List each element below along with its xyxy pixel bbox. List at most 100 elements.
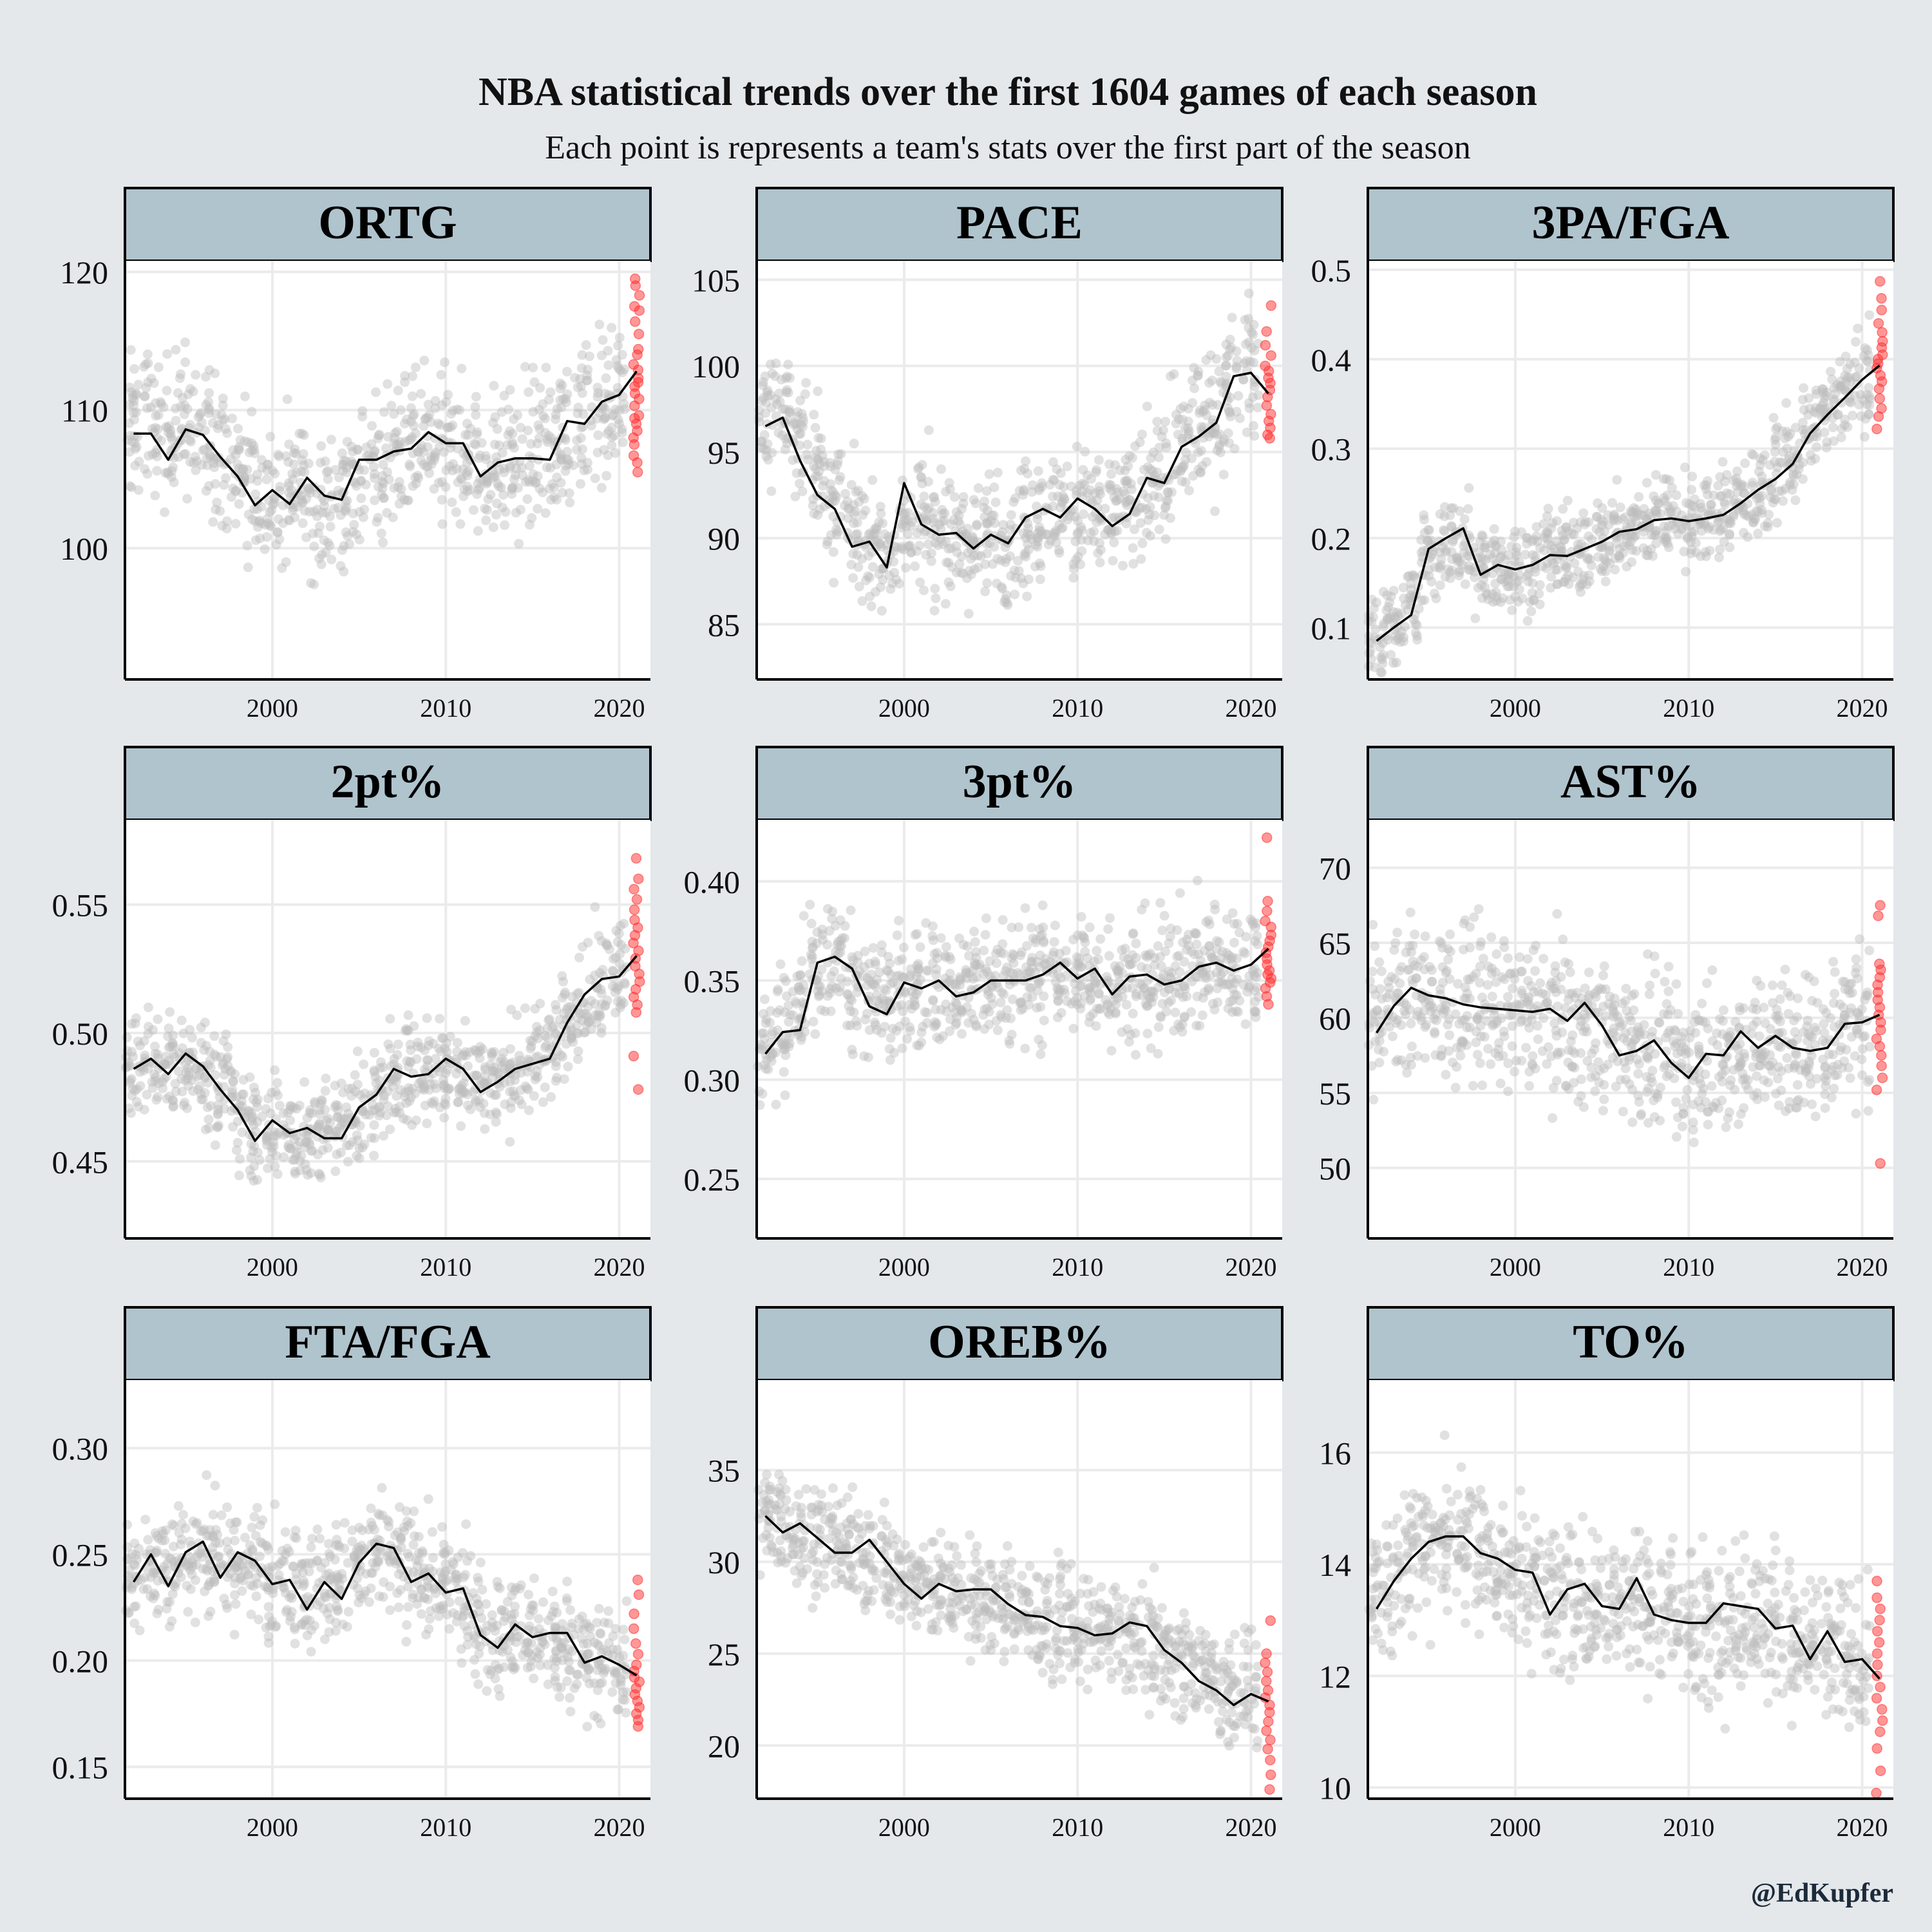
- historic-point: [1642, 550, 1651, 560]
- historic-point: [565, 497, 575, 507]
- historic-point: [857, 596, 867, 606]
- historic-point: [183, 389, 193, 399]
- historic-point: [1369, 603, 1379, 614]
- historic-point: [389, 409, 399, 419]
- historic-point: [852, 1021, 862, 1031]
- historic-point: [556, 455, 567, 465]
- historic-point: [152, 466, 162, 476]
- historic-point: [822, 940, 833, 950]
- historic-point: [928, 996, 938, 1006]
- historic-point: [1153, 1022, 1164, 1032]
- historic-point: [825, 479, 835, 489]
- historic-point: [1563, 1057, 1573, 1068]
- historic-point: [1493, 1044, 1504, 1054]
- historic-point: [370, 1104, 380, 1115]
- historic-point: [1511, 542, 1522, 553]
- historic-point: [826, 530, 836, 540]
- historic-point: [1671, 490, 1681, 500]
- historic-point: [1458, 1036, 1468, 1046]
- historic-point: [1066, 999, 1077, 1009]
- historic-point: [452, 443, 462, 453]
- facet-label: 3PA/FGA: [1532, 196, 1730, 249]
- historic-point: [1368, 1008, 1378, 1018]
- historic-point: [795, 971, 806, 981]
- historic-point: [252, 504, 262, 515]
- historic-point: [143, 1002, 153, 1012]
- historic-point: [151, 398, 161, 408]
- historic-point: [599, 445, 609, 455]
- historic-point: [267, 1147, 277, 1157]
- historic-point: [613, 341, 623, 351]
- historic-point: [232, 1145, 242, 1155]
- historic-point: [981, 964, 991, 974]
- historic-point: [506, 1044, 515, 1054]
- trend-line: [133, 370, 638, 507]
- historic-point: [297, 428, 307, 439]
- historic-point: [338, 460, 348, 470]
- historic-point: [898, 1006, 908, 1016]
- historic-point: [481, 454, 491, 464]
- x-tick-label: 2000: [247, 694, 298, 723]
- historic-point: [603, 360, 614, 370]
- historic-point: [168, 462, 178, 473]
- historic-point: [1416, 1012, 1426, 1022]
- historic-point: [325, 540, 335, 551]
- historic-point: [969, 927, 980, 936]
- historic-point: [1569, 558, 1580, 569]
- historic-point: [1240, 315, 1250, 325]
- historic-point: [257, 462, 267, 473]
- historic-point: [814, 466, 824, 477]
- historic-point: [459, 484, 469, 495]
- historic-point: [317, 1145, 328, 1155]
- historic-point: [266, 522, 276, 532]
- historic-point: [422, 413, 433, 423]
- historic-point: [240, 473, 250, 483]
- historic-point: [285, 515, 294, 526]
- historic-point: [369, 1048, 379, 1058]
- historic-point: [1781, 398, 1792, 408]
- historic-point: [1469, 912, 1479, 922]
- historic-point: [232, 459, 243, 469]
- historic-point: [603, 346, 613, 356]
- historic-point: [840, 489, 851, 499]
- historic-point: [1772, 518, 1782, 528]
- historic-point: [462, 468, 472, 478]
- historic-point: [602, 429, 612, 439]
- historic-point: [758, 393, 768, 403]
- historic-point: [215, 506, 225, 516]
- historic-point: [125, 481, 135, 491]
- historic-point: [608, 410, 618, 420]
- historic-point: [1033, 466, 1043, 476]
- current-season-point: [629, 884, 639, 895]
- historic-point: [1385, 989, 1394, 999]
- historic-point: [369, 447, 379, 457]
- historic-point: [1419, 510, 1429, 520]
- historic-point: [920, 1007, 930, 1017]
- historic-point: [829, 966, 839, 976]
- historic-point: [601, 940, 612, 951]
- historic-point: [403, 495, 413, 506]
- historic-point: [146, 374, 156, 384]
- historic-point: [316, 559, 327, 569]
- historic-point: [469, 439, 479, 449]
- historic-point: [162, 422, 173, 433]
- historic-point: [381, 443, 391, 453]
- historic-point: [1152, 468, 1162, 477]
- historic-point: [864, 529, 874, 540]
- historic-point: [761, 445, 772, 455]
- historic-point: [1860, 343, 1870, 354]
- historic-point: [231, 450, 241, 460]
- historic-point: [1193, 949, 1204, 960]
- historic-point: [1253, 390, 1264, 401]
- historic-point: [1560, 1003, 1571, 1013]
- historic-point: [1659, 521, 1669, 531]
- historic-point: [882, 540, 892, 550]
- historic-point: [1184, 486, 1194, 496]
- historic-point: [780, 444, 790, 455]
- historic-point: [538, 411, 548, 421]
- historic-point: [211, 504, 221, 515]
- historic-point: [792, 412, 802, 422]
- historic-point: [1472, 1050, 1482, 1060]
- historic-point: [260, 520, 270, 530]
- historic-point: [546, 495, 556, 505]
